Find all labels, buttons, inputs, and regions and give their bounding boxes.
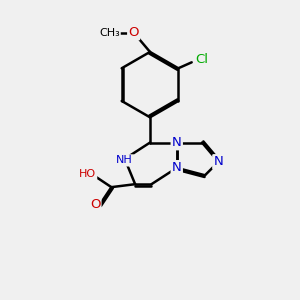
Text: O: O [90,199,100,212]
Text: N: N [172,161,182,174]
Text: N: N [214,155,223,168]
Text: Cl: Cl [196,53,208,66]
Text: HO: HO [79,169,96,179]
Text: CH₃: CH₃ [99,28,120,38]
Text: N: N [172,136,182,149]
Text: NH: NH [116,155,133,165]
Text: O: O [128,26,139,39]
